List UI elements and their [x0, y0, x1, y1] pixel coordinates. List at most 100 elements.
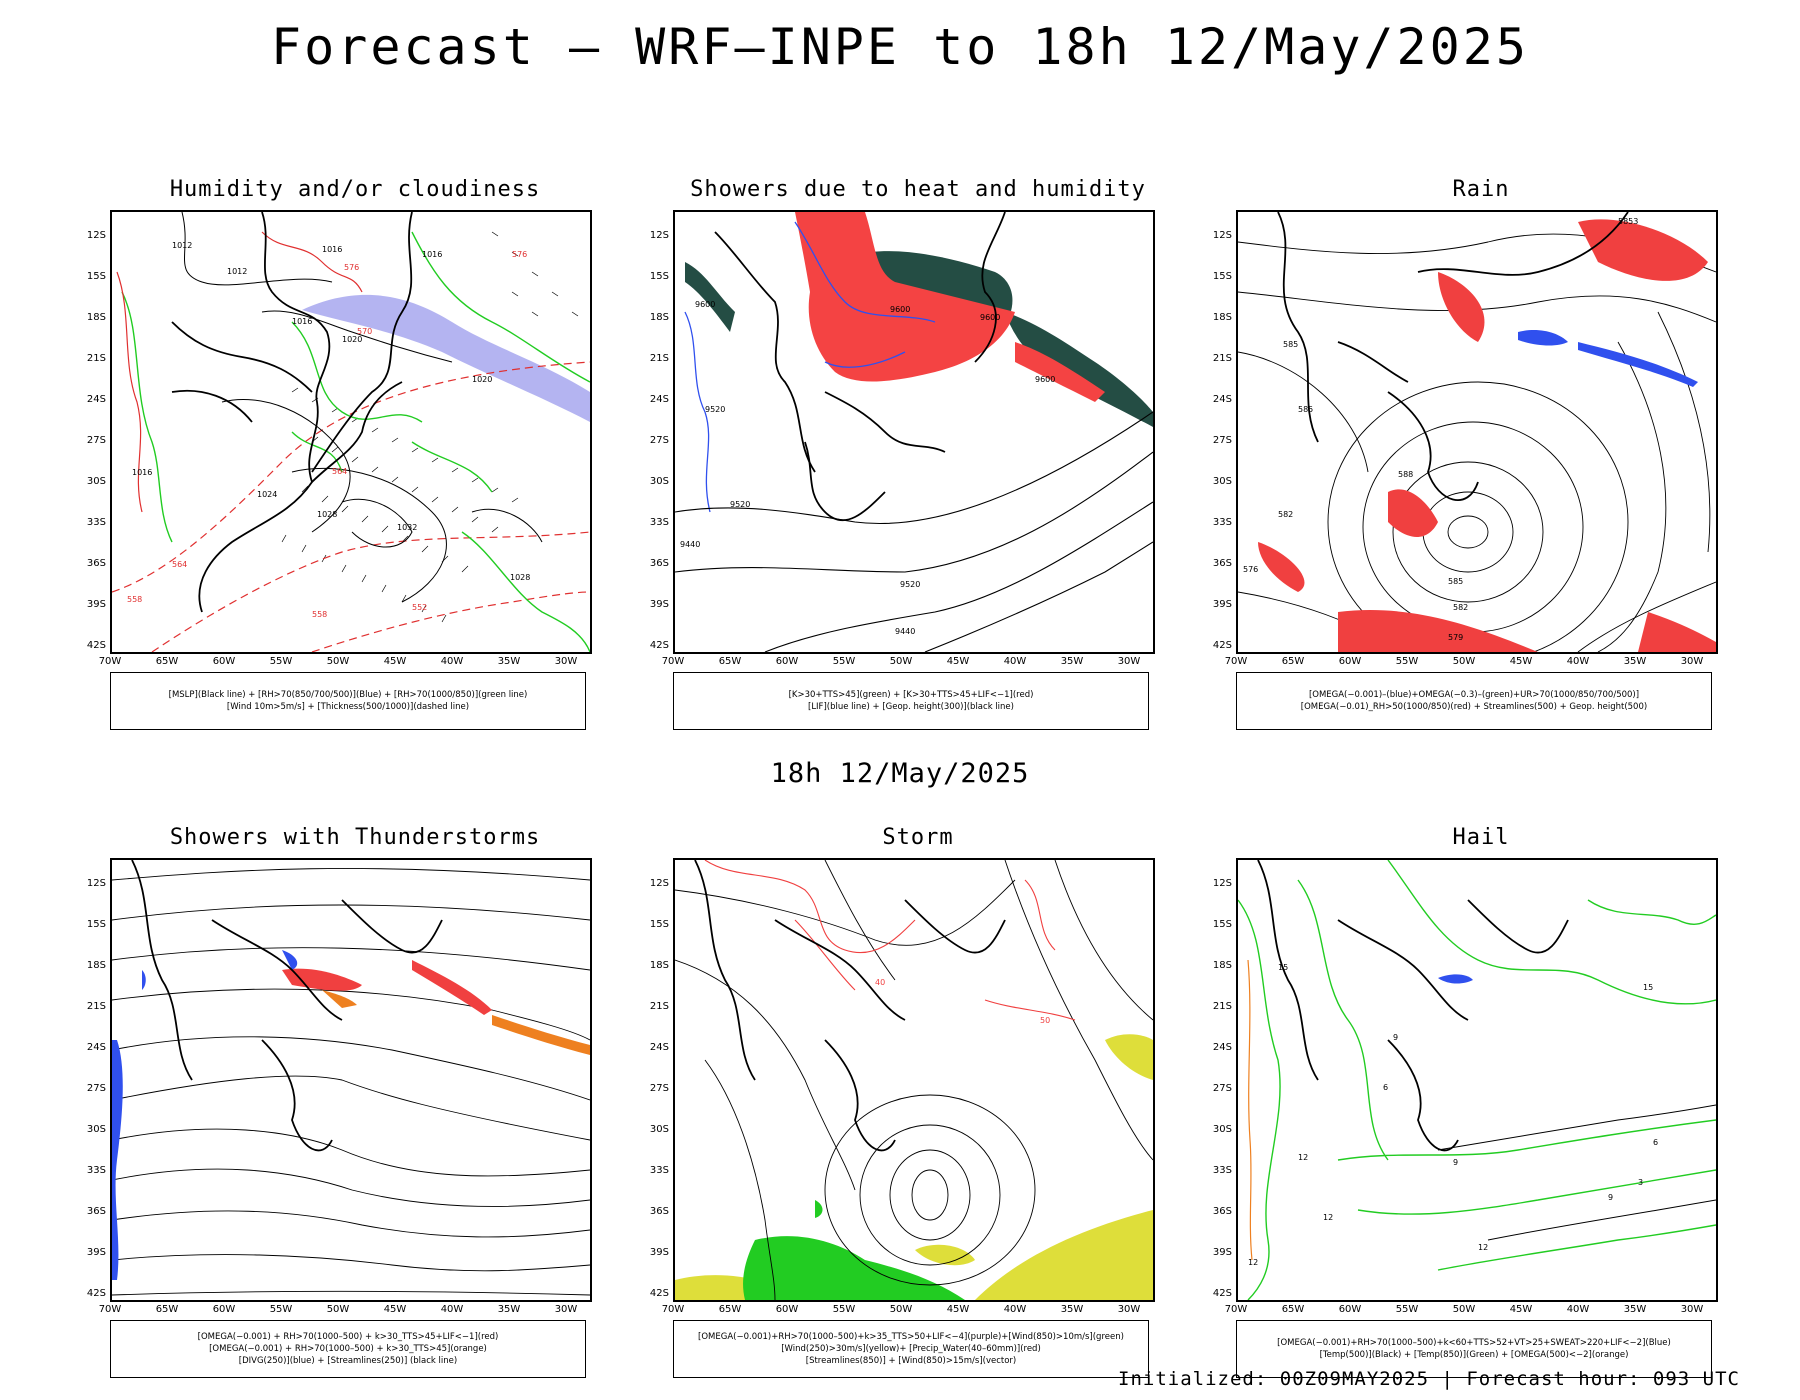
lon-label: 40W [1566, 1304, 1590, 1315]
lon-label: 35W [497, 656, 521, 667]
lat-label: 30S [1212, 1124, 1232, 1135]
lat-label: 18S [1212, 960, 1232, 971]
lat-label: 21S [86, 1001, 106, 1012]
lon-label: 35W [1060, 656, 1084, 667]
contour-labels: 1012 1012 1016 1016 1016 1020 1020 1024 … [127, 241, 530, 619]
contour-label: 558 [127, 595, 142, 604]
legend-line: [OMEGA(−0.001)+RH>70(1000–500)+k>35_TTS>… [698, 1332, 1124, 1342]
lat-label: 24S [649, 394, 669, 405]
lon-label: 35W [1623, 656, 1647, 667]
contour-label: 582 [1453, 603, 1468, 612]
lon-label: 60W [775, 1304, 799, 1315]
red-showers [282, 960, 492, 1015]
rh-red-contours [116, 231, 363, 513]
lon-label: 45W [1509, 1304, 1533, 1315]
lon-label: 65W [1281, 1304, 1305, 1315]
lat-label: 15S [86, 271, 106, 282]
lat-label: 27S [1212, 435, 1232, 446]
green-wind850 [743, 1200, 965, 1300]
contour-label: 9520 [705, 405, 725, 414]
blue-divergence [112, 950, 298, 1280]
lon-label: 40W [440, 656, 464, 667]
contour-label: 5853 [1618, 217, 1638, 226]
blue-omega [1518, 330, 1698, 387]
lon-label: 30W [1117, 656, 1141, 667]
legend-line: [DIVG(250)](blue) + [Streamlines(250)] (… [238, 1356, 458, 1366]
footer-init-info: Initialized: 00Z09MAY2025 | Forecast hou… [1118, 1368, 1740, 1390]
lat-label: 27S [649, 1083, 669, 1094]
map-layers: 1012 1012 1016 1016 1016 1020 1020 1024 … [112, 212, 590, 652]
map[interactable]: 40 50 [673, 858, 1155, 1302]
map-layers: 40 50 [675, 860, 1153, 1300]
map[interactable] [110, 858, 592, 1302]
lon-label: 60W [1338, 656, 1362, 667]
lon-label: 40W [1003, 1304, 1027, 1315]
lat-label: 36S [1212, 1206, 1232, 1217]
lat-label: 24S [86, 394, 106, 405]
lat-label: 30S [649, 476, 669, 487]
thickness-dashed-red [112, 361, 590, 652]
lat-label: 21S [649, 353, 669, 364]
contour-label: 582 [1278, 510, 1293, 519]
lat-label: 27S [649, 435, 669, 446]
lat-label: 39S [86, 1247, 106, 1258]
contour-label: 9600 [890, 305, 910, 314]
contour-label: 6 [1383, 1083, 1388, 1092]
lat-label: 33S [649, 517, 669, 528]
lat-label: 42S [649, 1288, 669, 1299]
legend-box: [OMEGA(−0.001)+RH>70(1000–500)+k<60+TTS>… [1236, 1320, 1712, 1378]
lon-label: 65W [155, 1304, 179, 1315]
lon-label: 55W [269, 1304, 293, 1315]
lon-label: 35W [497, 1304, 521, 1315]
country-borders [1257, 860, 1569, 1152]
lat-label: 36S [1212, 558, 1232, 569]
contour-label: 564 [332, 467, 347, 476]
lon-label: 50W [326, 656, 350, 667]
contour-label: 3 [1638, 1178, 1643, 1187]
lat-label: 30S [649, 1124, 669, 1135]
panel-title: Rain [1452, 177, 1510, 202]
lat-label: 39S [86, 599, 106, 610]
lat-label: 24S [1212, 1042, 1232, 1053]
lat-label: 33S [1212, 517, 1232, 528]
legend-box: [OMEGA(−0.001)–(blue)+OMEGA(−0.3)–(green… [1236, 672, 1712, 730]
lon-label: 30W [1680, 656, 1704, 667]
country-borders [171, 212, 413, 613]
map[interactable]: 1012 1012 1016 1016 1016 1020 1020 1024 … [110, 210, 592, 654]
lon-label: 70W [1224, 656, 1248, 667]
legend-line: [OMEGA(−0.001) + RH>70(1000–500) + k>30_… [197, 1332, 499, 1342]
lat-label: 18S [649, 312, 669, 323]
panel-title: Showers with Thunderstorms [169, 825, 541, 850]
temp850-green [1238, 860, 1716, 1300]
country-borders [1277, 212, 1629, 501]
streamlines [112, 868, 590, 1296]
lon-label: 70W [98, 656, 122, 667]
omega-orange [1247, 959, 1253, 1261]
lif-blue-line [684, 221, 936, 513]
lat-label: 12S [1212, 878, 1232, 889]
lat-label: 21S [1212, 353, 1232, 364]
country-borders [694, 860, 1006, 1152]
contour-label: 15 [1643, 983, 1653, 992]
map[interactable]: 585 588 582 585 582 579 585 576 5853 [1236, 210, 1718, 654]
contour-label: 585 [1298, 405, 1313, 414]
red-precip-water [704, 860, 1076, 1021]
lat-label: 12S [649, 878, 669, 889]
lat-label: 18S [649, 960, 669, 971]
wind-vectors [281, 231, 579, 623]
lon-label: 35W [1623, 1304, 1647, 1315]
contour-label: 12 [1478, 1243, 1488, 1252]
lon-label: 50W [326, 1304, 350, 1315]
country-borders [131, 860, 443, 1152]
panel-title: Humidity and/or cloudiness [169, 177, 541, 202]
contour-label: 552 [412, 603, 427, 612]
map[interactable]: 9600 9600 9600 9520 9520 9520 9440 9440 … [673, 210, 1155, 654]
legend-line: [OMEGA(−0.01)_RH>50(1000/850)(red) + Str… [1300, 702, 1648, 712]
lat-label: 33S [1212, 1165, 1232, 1176]
lat-label: 42S [86, 640, 106, 651]
lat-label: 24S [86, 1042, 106, 1053]
lat-label: 18S [86, 312, 106, 323]
lon-label: 30W [1680, 1304, 1704, 1315]
map[interactable]: 15 12 12 9 6 15 12 9 12 9 6 3 [1236, 858, 1718, 1302]
legend-box: [OMEGA(−0.001)+RH>70(1000–500)+k>35_TTS>… [673, 1320, 1149, 1378]
